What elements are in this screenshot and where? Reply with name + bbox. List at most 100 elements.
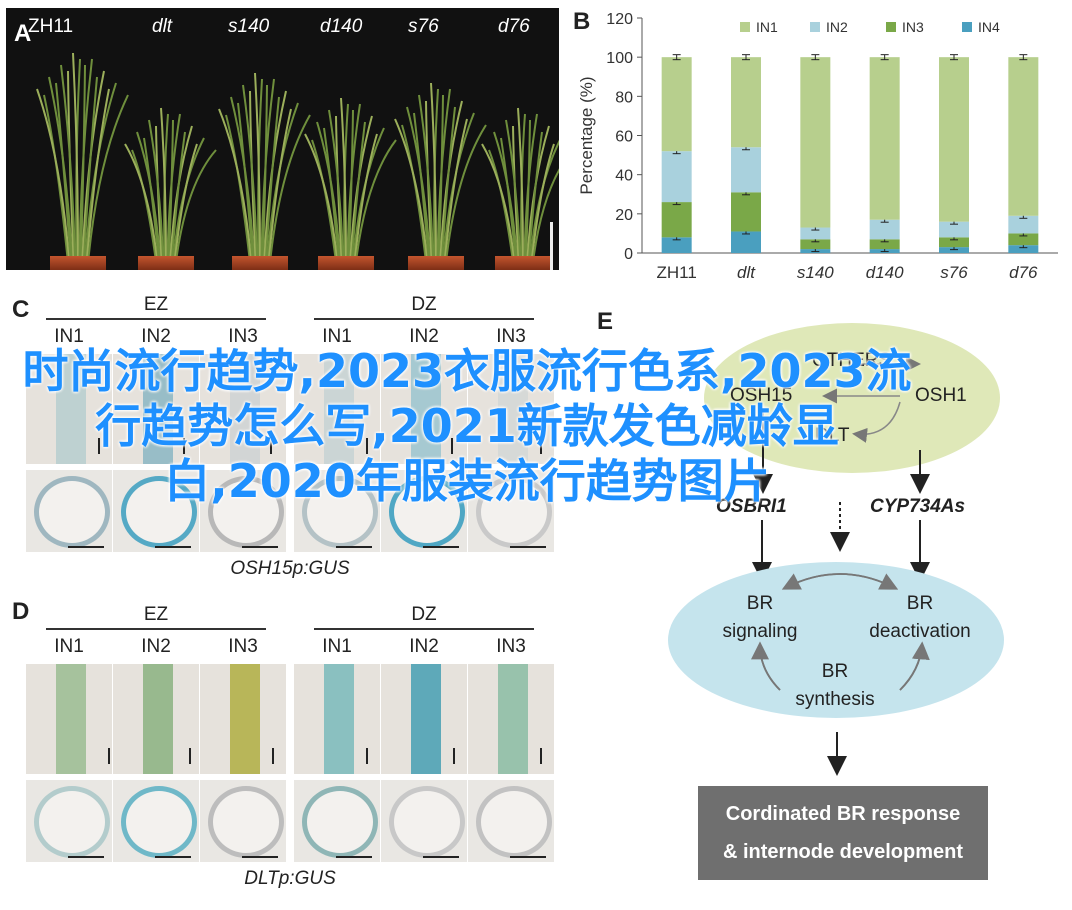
panel-caption: OSH15p:GUS [230,558,350,579]
x-tick-label: ZH11 [657,263,697,282]
br-pathway-diagram [668,323,1004,880]
column-label: IN3 [228,636,258,657]
stem-section-image [468,664,554,774]
bar-IN3-d140 [869,239,900,250]
node-osh15: OSH15 [730,385,793,406]
bar-IN4-ZH11 [661,237,692,253]
stem-section-image [200,664,286,774]
group-underline [46,628,266,630]
x-tick-label: d76 [1009,263,1038,282]
column-label: IN1 [54,326,84,347]
y-tick-label: 120 [606,11,633,28]
node-br-signaling: BR signaling [722,593,798,642]
plant-label-0: ZH11 [28,16,74,37]
y-axis-label: Percentage (%) [577,76,596,194]
bar-IN2-d76 [1008,215,1039,234]
plant-label-2: s140 [228,16,270,37]
group-underline [314,628,534,630]
cross-section-image [294,470,380,552]
cross-section-image [381,780,467,862]
bar-IN1-d76 [1008,57,1039,216]
panel-letter-d: D [12,598,30,625]
column-label: IN2 [141,326,171,347]
node-others: OTHERS [812,350,892,371]
plant-1 [124,107,217,270]
bar-IN3-dlt [731,192,761,232]
panel-letter-c: C [12,296,30,323]
node-osbri1: OSBRI1 [716,496,787,517]
legend-swatch-IN4 [962,22,972,32]
plant-photo: ZH11 dlt s140 d140 s76 d76 [6,8,559,270]
node-br-synthesis: BR synthesis [795,661,875,710]
x-tick-label: dlt [737,263,756,282]
column-label: IN1 [54,636,84,657]
cross-section-image [294,780,380,862]
cross-section-image [468,780,554,862]
stem-section-image [468,354,554,464]
result-line-1: Cordinated BR response [725,803,961,825]
group-label-ez: EZ [143,604,169,625]
plant-label-3: d140 [320,16,363,37]
plant-illustration [36,52,559,270]
column-label: IN2 [409,326,439,347]
plant-label-4: s76 [408,16,439,37]
group-label-ez: EZ [143,294,169,315]
legend-swatch-IN2 [810,22,820,32]
x-tick-label: s140 [797,263,834,282]
y-tick-label: 100 [606,50,633,67]
panel-letter-b: B [573,8,591,35]
legend-label-IN4: IN4 [978,19,1000,35]
column-label: IN1 [322,326,352,347]
cross-section-image [468,470,554,552]
cross-section-image [113,780,199,862]
plant-2 [218,72,311,270]
y-tick-label: 60 [615,129,633,146]
stem-section-image [26,354,112,464]
cross-section-image [26,780,112,862]
bar-IN3-d76 [1008,233,1039,246]
x-tick-label: s76 [940,263,968,282]
group-label-dz: DZ [411,294,437,315]
cross-section-image [113,470,199,552]
bar-IN1-d140 [869,57,900,220]
plant-3 [304,97,397,270]
panel-letter-a: A [14,20,32,47]
stem-section-image [200,354,286,464]
result-box [698,786,988,880]
stem-section-image [381,664,467,774]
upstream-regulators-ellipse [704,323,1000,473]
bar-IN1-s76 [939,57,969,222]
plant-label-1: dlt [152,16,173,37]
column-label: IN2 [141,636,171,657]
legend-label-IN3: IN3 [902,19,924,35]
bar-IN2-d140 [869,219,900,240]
bar-IN3-ZH11 [661,202,692,238]
overlay-title: 时尚流行趋势,2023衣服流行色系,2023流行趋势怎么写,2021新款发色减龄… [22,344,912,508]
bar-IN1-ZH11 [661,57,692,152]
cross-section-image [381,470,467,552]
y-tick-label: 0 [624,246,633,263]
y-tick-label: 80 [615,89,633,106]
stacked-bar-chart: 0 20 40 60 80 100 120 Percentage (%) ZH11 dlt s140… [577,11,1058,282]
group-underline [46,318,266,320]
cross-section-image [200,470,286,552]
legend-label-IN1: IN1 [756,19,778,35]
legend-label-IN2: IN2 [826,19,848,35]
panel-caption: DLTp:GUS [244,868,336,889]
plant-label-5: d76 [498,16,530,37]
plant-0 [36,52,129,270]
group-underline [314,318,534,320]
bar-IN4-dlt [731,231,761,253]
stem-section-image [294,354,380,464]
column-label: IN3 [228,326,258,347]
group-label-dz: DZ [411,604,437,625]
y-tick-label: 40 [615,168,633,185]
x-tick-label: d140 [866,263,904,282]
bar-IN2-s140 [800,227,831,240]
bar-IN3-s76 [939,237,969,248]
br-cycle-ellipse [668,562,1004,718]
column-label: IN3 [496,636,526,657]
bar-IN3-s140 [800,239,831,250]
legend-swatch-IN1 [740,22,750,32]
node-dlt: DLT [815,425,850,446]
